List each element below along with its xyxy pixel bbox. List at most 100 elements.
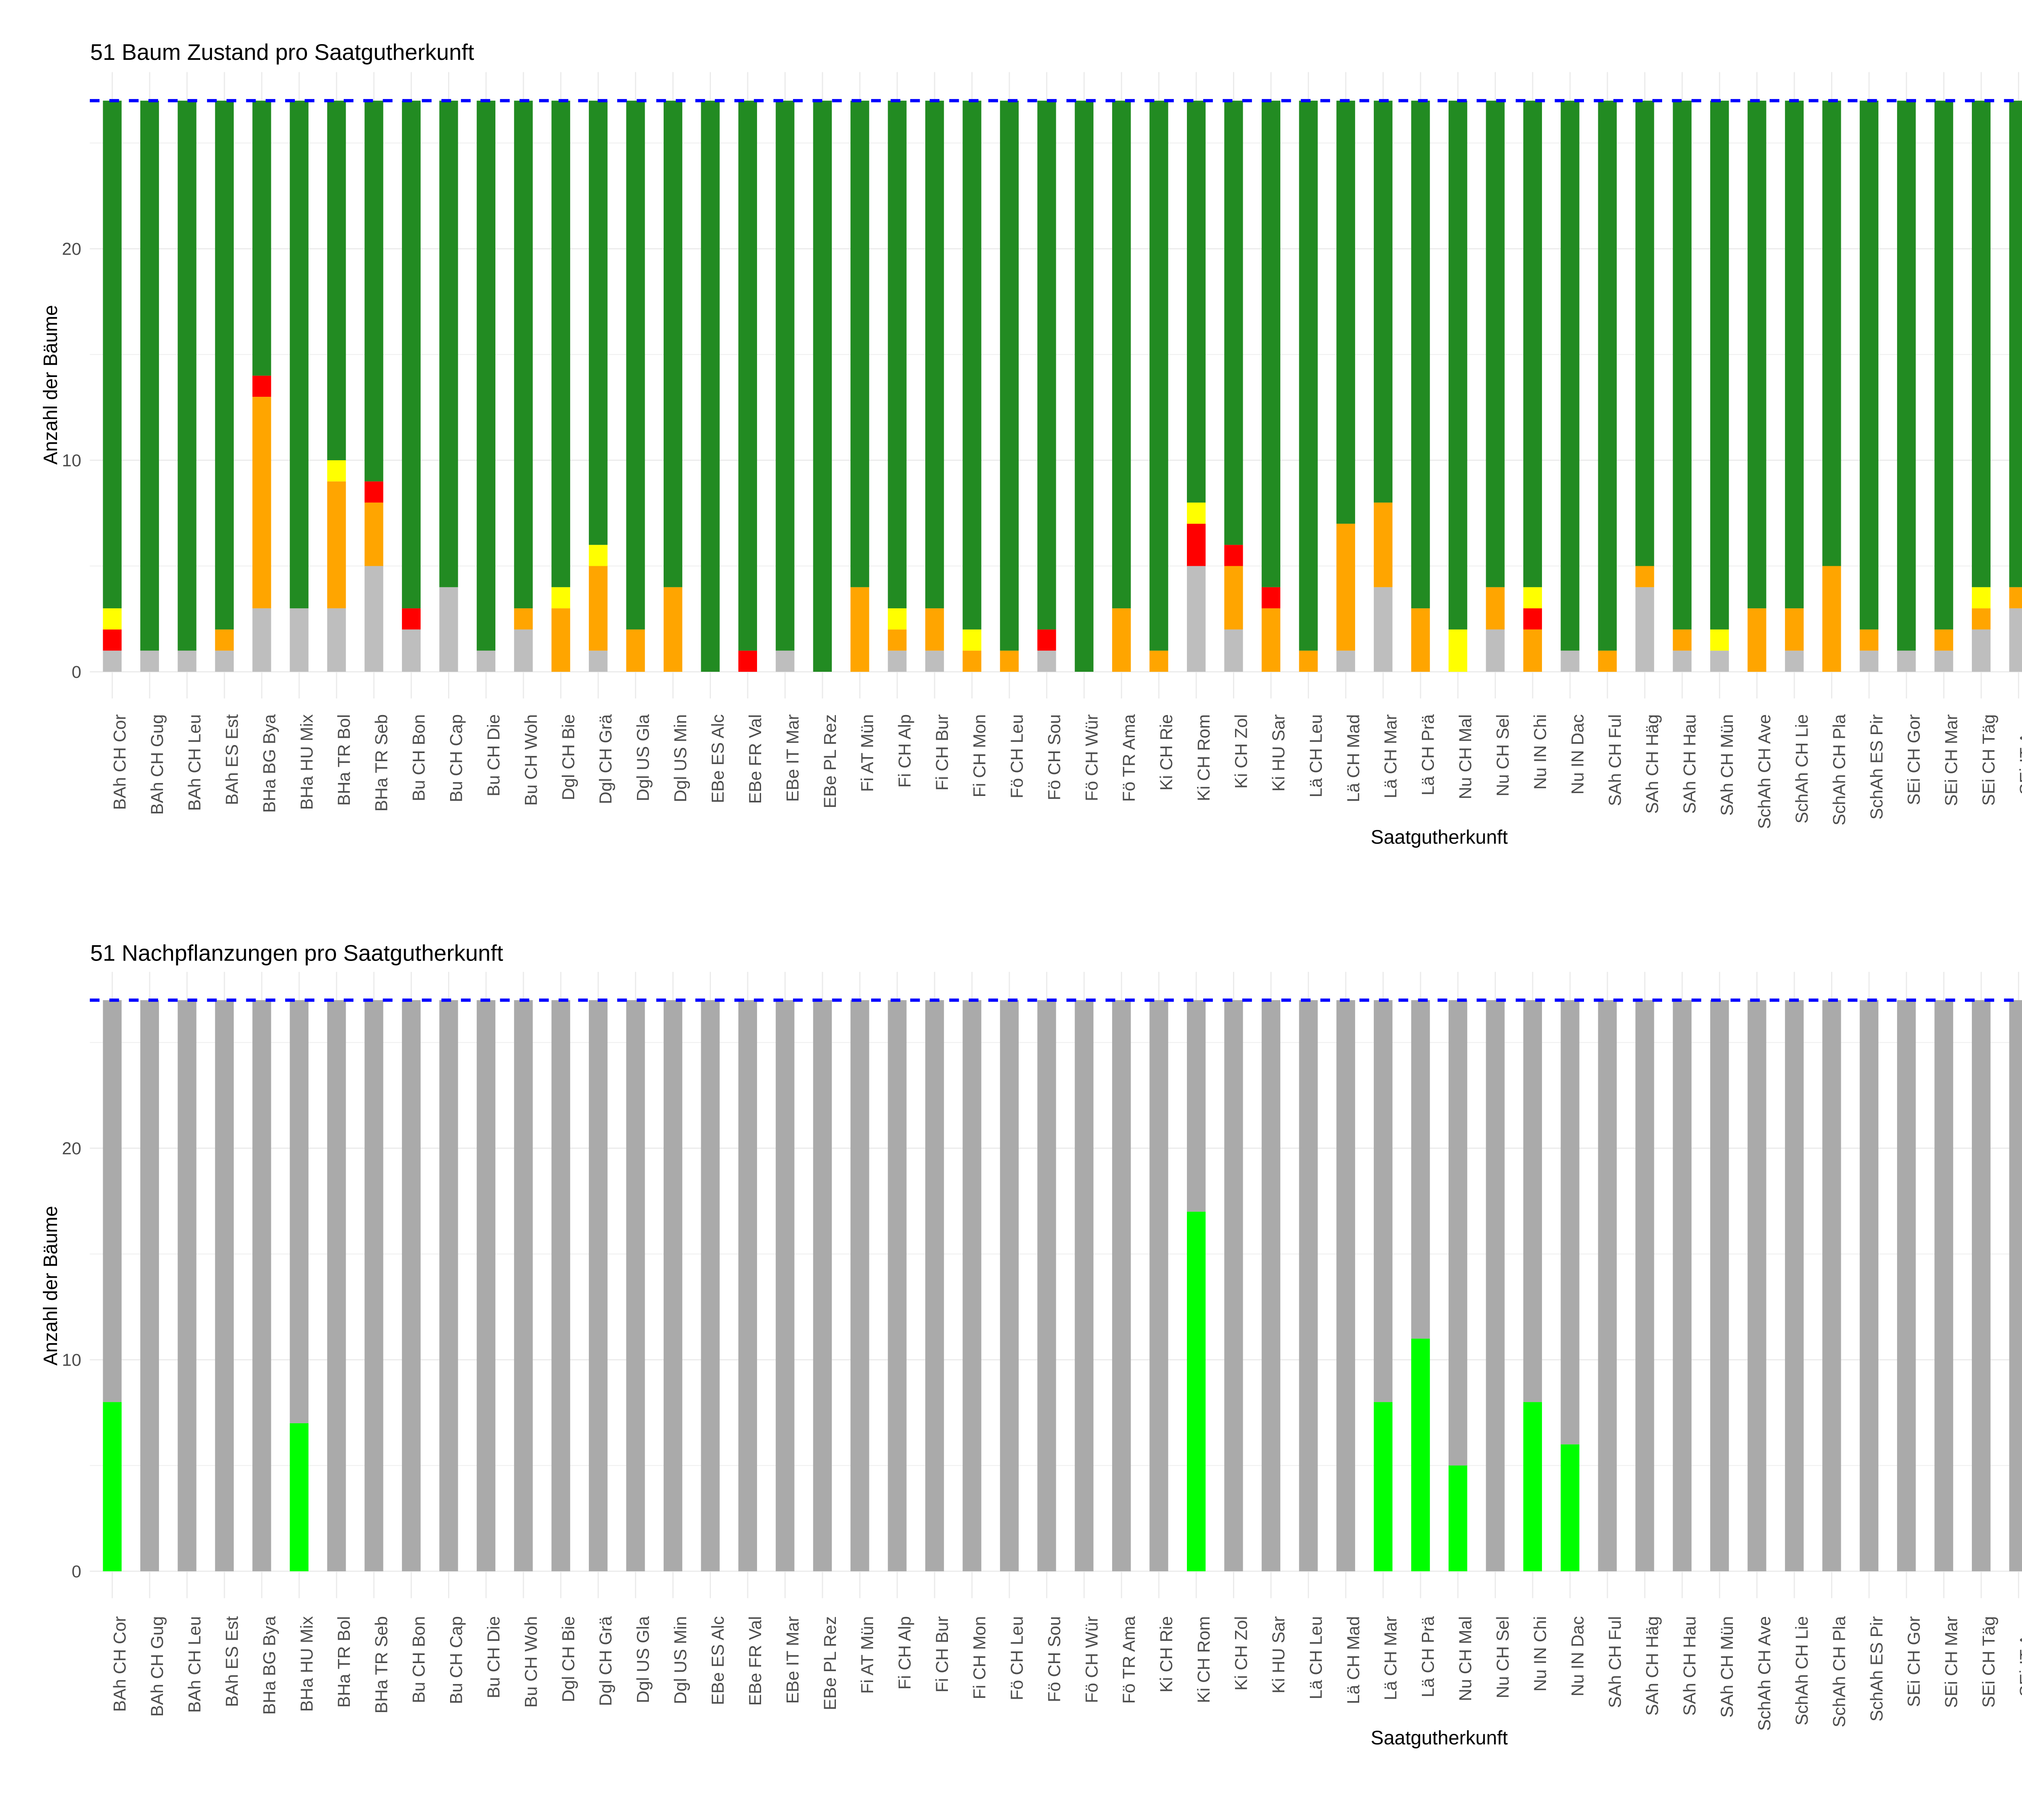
svg-text:Lä CH Mar: Lä CH Mar — [1381, 1616, 1400, 1700]
svg-text:Lä CH Mad: Lä CH Mad — [1344, 714, 1363, 802]
svg-text:SchAh CH Ave: SchAh CH Ave — [1755, 1616, 1775, 1731]
svg-text:0: 0 — [72, 662, 81, 682]
svg-text:Lä CH Leu: Lä CH Leu — [1306, 714, 1326, 798]
svg-text:BHa TR Bol: BHa TR Bol — [334, 1616, 354, 1708]
svg-text:BHa BG Bya: BHa BG Bya — [260, 714, 279, 813]
svg-text:SAh CH Hau: SAh CH Hau — [1680, 1616, 1700, 1716]
svg-text:Ki CH Zol: Ki CH Zol — [1232, 714, 1251, 789]
svg-text:SAh CH Häg: SAh CH Häg — [1643, 1616, 1662, 1716]
svg-text:Ki HU Sar: Ki HU Sar — [1269, 1616, 1288, 1693]
svg-text:Dgl US Min: Dgl US Min — [671, 714, 690, 802]
svg-text:Fö TR Ama: Fö TR Ama — [1119, 714, 1139, 802]
svg-text:SchAh CH Pla: SchAh CH Pla — [1830, 714, 1849, 825]
svg-text:Dgl CH Bie: Dgl CH Bie — [559, 1616, 578, 1702]
svg-text:Fi CH Alp: Fi CH Alp — [895, 714, 915, 788]
svg-text:SchAh CH Pla: SchAh CH Pla — [1830, 1616, 1849, 1727]
svg-text:Ki HU Sar: Ki HU Sar — [1269, 714, 1288, 791]
svg-text:Fi AT Mün: Fi AT Mün — [858, 714, 877, 792]
svg-text:EBe IT Mar: EBe IT Mar — [783, 714, 802, 802]
svg-text:Dgl US Gla: Dgl US Gla — [634, 1616, 653, 1703]
svg-text:Bu CH Woh: Bu CH Woh — [521, 714, 541, 806]
svg-text:20: 20 — [62, 239, 81, 259]
svg-text:Dgl CH Grä: Dgl CH Grä — [596, 714, 615, 804]
svg-text:SchAh CH Ave: SchAh CH Ave — [1755, 714, 1775, 829]
svg-text:Bu CH Cap: Bu CH Cap — [447, 1616, 466, 1704]
svg-text:Anzahl der Bäume: Anzahl der Bäume — [40, 1206, 61, 1366]
svg-text:SAh CH Ful: SAh CH Ful — [1605, 714, 1625, 806]
svg-text:Bu CH Die: Bu CH Die — [484, 1616, 503, 1698]
svg-text:Nu CH Sel: Nu CH Sel — [1493, 714, 1513, 796]
svg-text:SEi CH Gor: SEi CH Gor — [1904, 714, 1924, 805]
svg-text:Lä CH Prä: Lä CH Prä — [1419, 714, 1438, 796]
svg-text:SEi IT Ava: SEi IT Ava — [2017, 714, 2022, 795]
svg-text:SAh CH Ful: SAh CH Ful — [1605, 1616, 1625, 1708]
svg-text:SEi CH Mar: SEi CH Mar — [1942, 1616, 1961, 1708]
svg-text:SAh CH Mün: SAh CH Mün — [1717, 714, 1737, 816]
svg-text:Bu CH Bon: Bu CH Bon — [409, 714, 429, 801]
svg-text:Nu CH Mal: Nu CH Mal — [1456, 1616, 1475, 1701]
svg-text:BAh CH Gug: BAh CH Gug — [148, 1616, 167, 1717]
svg-text:Nu IN Dac: Nu IN Dac — [1568, 714, 1587, 794]
svg-text:SAh CH Hau: SAh CH Hau — [1680, 714, 1700, 814]
svg-text:Fö TR Ama: Fö TR Ama — [1119, 1616, 1139, 1704]
svg-text:BHa HU Mix: BHa HU Mix — [297, 1616, 317, 1712]
svg-text:SchAh ES Pir: SchAh ES Pir — [1867, 714, 1887, 820]
svg-text:SchAh CH Lie: SchAh CH Lie — [1792, 1616, 1812, 1725]
svg-text:SEi CH Gor: SEi CH Gor — [1904, 1616, 1924, 1707]
svg-text:EBe PL Rez: EBe PL Rez — [821, 714, 840, 808]
svg-text:Nu CH Mal: Nu CH Mal — [1456, 714, 1475, 799]
svg-text:SchAh ES Pir: SchAh ES Pir — [1867, 1616, 1887, 1722]
svg-text:Ki CH Rie: Ki CH Rie — [1157, 1616, 1176, 1693]
svg-text:BAh ES Est: BAh ES Est — [222, 714, 242, 805]
svg-text:Fi CH Bur: Fi CH Bur — [933, 714, 952, 791]
svg-text:Fi CH Bur: Fi CH Bur — [933, 1616, 952, 1693]
svg-text:EBe IT Mar: EBe IT Mar — [783, 1616, 802, 1704]
svg-text:BHa TR Bol: BHa TR Bol — [334, 714, 354, 806]
svg-text:SEi CH Täg: SEi CH Täg — [1979, 714, 1999, 806]
svg-text:BAh CH Leu: BAh CH Leu — [185, 1616, 205, 1713]
svg-text:Ki CH Zol: Ki CH Zol — [1232, 1616, 1251, 1691]
svg-text:20: 20 — [62, 1139, 81, 1158]
svg-text:51 Baum Zustand pro Saatguther: 51 Baum Zustand pro Saatgutherkunft — [90, 39, 474, 65]
svg-text:Dgl US Min: Dgl US Min — [671, 1616, 690, 1704]
svg-text:EBe ES Alc: EBe ES Alc — [709, 714, 728, 803]
svg-text:BAh CH Cor: BAh CH Cor — [110, 1616, 130, 1712]
svg-text:Nu CH Sel: Nu CH Sel — [1493, 1616, 1513, 1698]
svg-text:Ki CH Rom: Ki CH Rom — [1194, 1616, 1214, 1703]
svg-text:Fi AT Mün: Fi AT Mün — [858, 1616, 877, 1694]
svg-text:10: 10 — [62, 451, 81, 470]
svg-text:0: 0 — [72, 1562, 81, 1581]
svg-text:Lä CH Mad: Lä CH Mad — [1344, 1616, 1363, 1704]
svg-text:Fi CH Mon: Fi CH Mon — [970, 1616, 990, 1699]
svg-text:Fö CH Leu: Fö CH Leu — [1007, 1616, 1027, 1700]
svg-text:SEi IT Ava: SEi IT Ava — [2017, 1616, 2022, 1697]
svg-text:Bu CH Woh: Bu CH Woh — [521, 1616, 541, 1708]
svg-text:Nu IN Dac: Nu IN Dac — [1568, 1616, 1587, 1696]
svg-text:BAh CH Gug: BAh CH Gug — [148, 714, 167, 815]
svg-text:Saatgutherkunft: Saatgutherkunft — [1371, 1727, 1508, 1749]
svg-text:Ki CH Rom: Ki CH Rom — [1194, 714, 1214, 801]
svg-text:SAh CH Häg: SAh CH Häg — [1643, 714, 1662, 814]
svg-text:BAh ES Est: BAh ES Est — [222, 1616, 242, 1707]
svg-text:EBe FR Val: EBe FR Val — [746, 1616, 765, 1706]
svg-text:EBe FR Val: EBe FR Val — [746, 714, 765, 804]
svg-text:Lä CH Mar: Lä CH Mar — [1381, 714, 1400, 798]
svg-text:EBe PL Rez: EBe PL Rez — [821, 1616, 840, 1710]
svg-text:Anzahl der Bäume: Anzahl der Bäume — [40, 305, 61, 465]
svg-text:Bu CH Cap: Bu CH Cap — [447, 714, 466, 802]
svg-text:Bu CH Bon: Bu CH Bon — [409, 1616, 429, 1703]
svg-text:BAh CH Leu: BAh CH Leu — [185, 714, 205, 811]
svg-text:51 Nachpflanzungen pro Saatgut: 51 Nachpflanzungen pro Saatgutherkunft — [90, 940, 503, 966]
svg-text:Fi CH Alp: Fi CH Alp — [895, 1616, 915, 1690]
svg-text:10: 10 — [62, 1350, 81, 1370]
svg-text:Fö CH Wür: Fö CH Wür — [1082, 1616, 1102, 1703]
svg-text:Nu IN Chi: Nu IN Chi — [1531, 714, 1550, 789]
svg-text:BAh CH Cor: BAh CH Cor — [110, 714, 130, 810]
svg-text:SEi CH Mar: SEi CH Mar — [1942, 714, 1961, 806]
svg-text:SAh CH Mün: SAh CH Mün — [1717, 1616, 1737, 1718]
svg-text:Lä CH Leu: Lä CH Leu — [1306, 1616, 1326, 1699]
svg-text:Fi CH Mon: Fi CH Mon — [970, 714, 990, 797]
svg-text:BHa TR Seb: BHa TR Seb — [372, 1616, 391, 1714]
svg-text:Fö CH Leu: Fö CH Leu — [1007, 714, 1027, 798]
svg-text:EBe ES Alc: EBe ES Alc — [709, 1616, 728, 1705]
